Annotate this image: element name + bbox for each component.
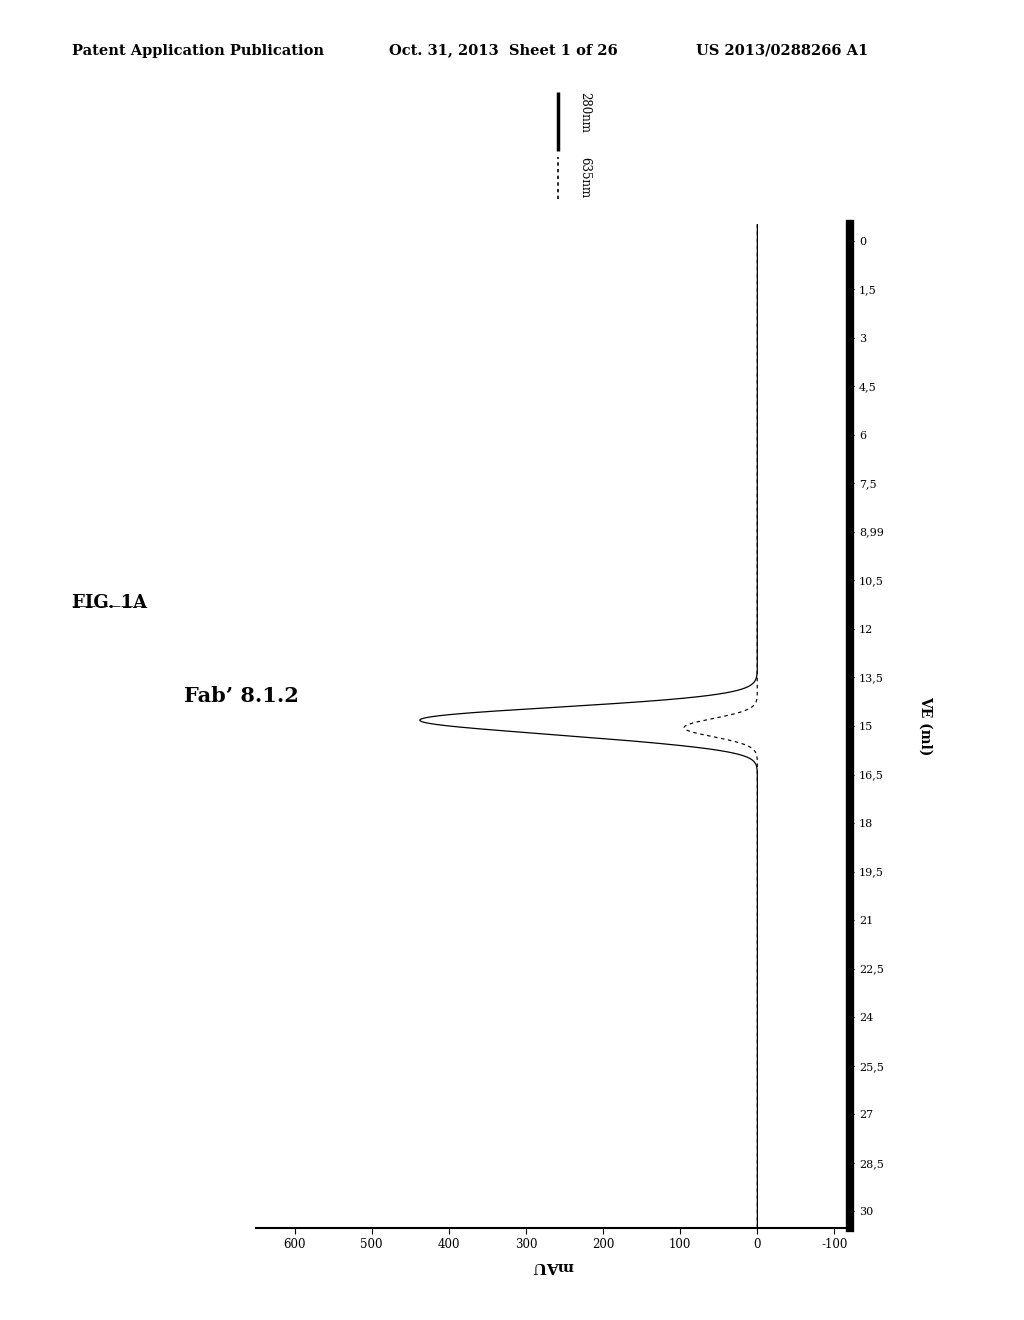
Text: 635nm: 635nm — [579, 157, 592, 198]
Text: 280nm: 280nm — [579, 92, 592, 132]
Text: ——————: —————— — [72, 601, 146, 614]
X-axis label: mAU: mAU — [532, 1259, 573, 1274]
Text: Patent Application Publication: Patent Application Publication — [72, 44, 324, 58]
Text: Oct. 31, 2013  Sheet 1 of 26: Oct. 31, 2013 Sheet 1 of 26 — [389, 44, 617, 58]
Text: FIG. 1A: FIG. 1A — [72, 594, 146, 612]
Text: US 2013/0288266 A1: US 2013/0288266 A1 — [696, 44, 868, 58]
Text: Fab’ 8.1.2: Fab’ 8.1.2 — [184, 686, 299, 706]
Y-axis label: VE (ml): VE (ml) — [919, 697, 933, 755]
